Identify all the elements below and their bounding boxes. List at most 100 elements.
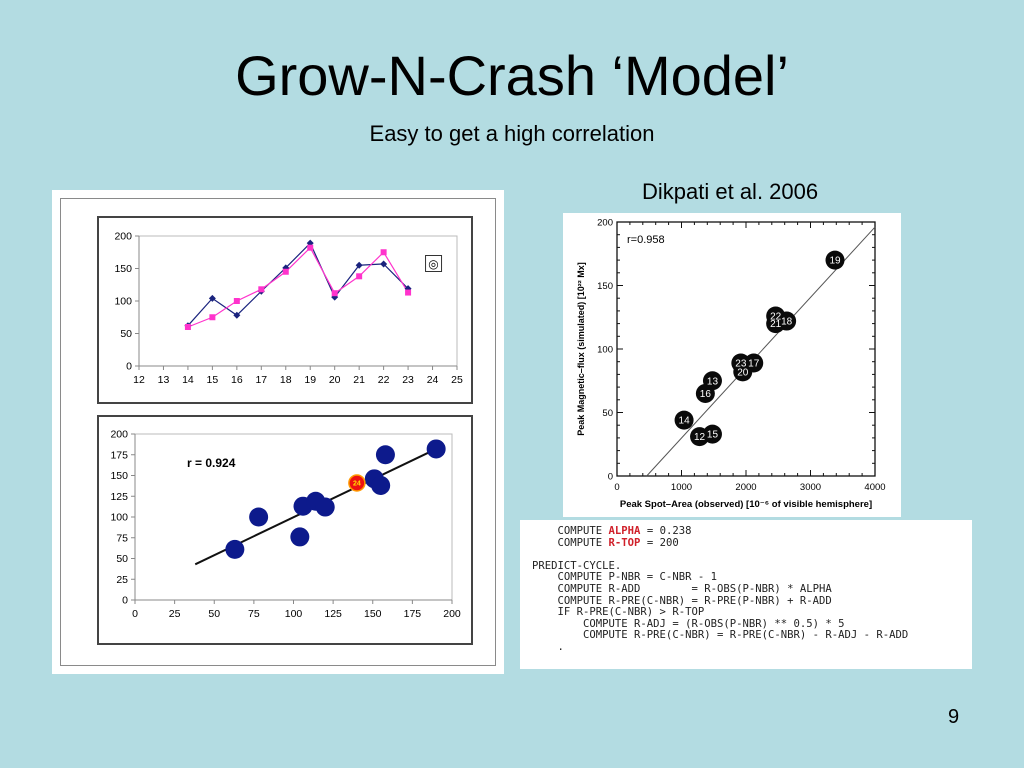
- data-point: [331, 290, 338, 297]
- x-tick-label: 24: [427, 374, 439, 386]
- data-point-label: 13: [707, 376, 719, 387]
- marker-box: [425, 255, 443, 272]
- code-keyword: ALPHA: [608, 525, 641, 537]
- x-tick-label: 50: [208, 608, 220, 620]
- y-tick-label: 25: [116, 574, 128, 586]
- data-point: [184, 324, 191, 330]
- data-point: [209, 314, 216, 321]
- x-tick-label: 25: [451, 374, 463, 386]
- y-tick-label: 200: [110, 429, 128, 441]
- data-point-label: 22: [770, 311, 782, 322]
- x-tick-label: 1000: [671, 482, 692, 493]
- data-point-label: 14: [679, 416, 691, 427]
- y-tick-label: 125: [110, 491, 128, 503]
- left-charts-panel: 0 50 100 150 200 12 13 14 15 16 17 18 19 20 21 22 23 24 25…: [52, 190, 504, 674]
- data-point: [777, 311, 797, 331]
- x-tick-label: 15: [207, 374, 219, 386]
- correlation-annotation: r = 0.924: [187, 456, 236, 470]
- x-tick-label: 200: [443, 608, 461, 620]
- data-point-label: 19: [829, 256, 841, 267]
- cycle-line-chart: 0 50 100 150 200 12 13 14 15 16 17 18 19 20 21 22 23 24 25…: [114, 231, 463, 387]
- y-tick-label: 75: [116, 532, 128, 544]
- data-point: [233, 311, 241, 319]
- data-point: [674, 410, 694, 430]
- code-line: COMPUTE P-NBR = C-NBR - 1: [532, 571, 717, 584]
- fit-scatter-chart-box: 0 25 50 75 100 125 150 175 200 0 25 50 75 100 125 150 17…: [97, 415, 473, 645]
- slide-subtitle: Easy to get a high correlation: [369, 121, 655, 146]
- highlight-point: [348, 474, 366, 492]
- x-tick-label: 125: [324, 608, 342, 620]
- left-charts-frame: 0 50 100 150 200 12 13 14 15 16 17 18 19 20 21 22 23 24 25…: [60, 198, 496, 666]
- code-line: COMPUTE R-ADJ = (R-OBS(P-NBR) ** 0.5) * …: [532, 617, 845, 630]
- y-tick-label: 100: [114, 296, 132, 308]
- x-tick-label: 12: [133, 374, 145, 386]
- y-tick-label: 200: [597, 218, 613, 229]
- code-line: COMPUTE R-TOP = 200: [532, 536, 679, 549]
- data-point: [233, 298, 240, 304]
- slide-title: Grow-N-Crash ‘Model’: [235, 44, 789, 107]
- data-point: [371, 475, 391, 495]
- x-tick-label: 14: [182, 374, 194, 386]
- x-tick-label: 75: [248, 608, 260, 620]
- data-point: [208, 294, 216, 302]
- y-tick-label: 150: [597, 281, 613, 292]
- x-tick-label: 21: [353, 374, 365, 386]
- x-tick-label: 150: [364, 608, 382, 620]
- data-point: [307, 244, 314, 251]
- x-tick-label: 17: [255, 374, 267, 386]
- data-point: [249, 507, 269, 527]
- x-tick-label: 19: [304, 374, 316, 386]
- x-axis-label: Peak Spot–Area (observed) [10⁻⁶ of visib…: [620, 499, 872, 510]
- data-point: [380, 249, 387, 256]
- correlation-annotation: r=0.958: [627, 234, 665, 246]
- x-tick-label: 18: [280, 374, 292, 386]
- y-tick-label: 200: [114, 231, 132, 243]
- data-point-label: 20: [737, 367, 749, 378]
- series-line: [187, 246, 409, 328]
- x-tick-label: 25: [169, 608, 181, 620]
- x-tick-label: 3000: [800, 482, 821, 493]
- data-point: [282, 268, 289, 275]
- x-tick-label: 0: [614, 482, 619, 493]
- data-point-label: 15: [707, 430, 719, 441]
- y-tick-label: 100: [110, 512, 128, 524]
- data-point: [825, 250, 845, 270]
- y-tick-label: 150: [114, 263, 132, 275]
- x-tick-label: 4000: [864, 482, 885, 493]
- dikpati-chart-box: 0 50 100 150 200 0 1000 2000 3000 4000 19 22 21 18 23 1…: [563, 213, 901, 517]
- y-tick-label: 0: [122, 595, 128, 607]
- data-point: [702, 424, 722, 444]
- series-line: [187, 242, 409, 327]
- data-point: [258, 286, 265, 293]
- x-tick-label: 16: [231, 374, 243, 386]
- code-keyword: R-TOP: [608, 536, 641, 549]
- data-point: [733, 362, 753, 382]
- x-tick-label: 22: [378, 374, 390, 386]
- x-tick-label: 20: [329, 374, 341, 386]
- data-point: [225, 539, 245, 559]
- marker-symbol: ◎: [428, 257, 438, 271]
- data-point: [282, 264, 290, 272]
- y-tick-label: 150: [110, 470, 128, 482]
- code-line: COMPUTE R-PRE(C-NBR) = R-PRE(C-NBR) - R-…: [532, 629, 909, 642]
- data-point: [405, 289, 412, 296]
- code-line: COMPUTE R-ADD = R-OBS(P-NBR) * ALPHA: [532, 583, 832, 595]
- y-tick-label: 50: [602, 408, 613, 419]
- code-listing: COMPUTE ALPHA = 0.238 COMPUTE R-TOP = 20…: [520, 520, 972, 669]
- data-point-label: 12: [694, 432, 706, 443]
- y-tick-label: 100: [597, 345, 613, 356]
- x-tick-label: 175: [404, 608, 422, 620]
- data-point-label: 16: [700, 389, 712, 400]
- data-point: [355, 261, 363, 269]
- data-point-label: 18: [781, 317, 793, 328]
- highlight-label: 24: [353, 480, 361, 487]
- data-point: [375, 445, 395, 465]
- code-line: COMPUTE R-PRE(C-NBR) = R-PRE(P-NBR) + R-…: [532, 594, 832, 607]
- y-tick-label: 50: [120, 328, 132, 340]
- citation-credit: Dikpati et al. 2006: [642, 179, 819, 204]
- y-axis-label: Peak Magnetic–flux (simulated) [10²² Mx]: [576, 262, 586, 436]
- code-line: PREDICT-CYCLE.: [532, 559, 622, 572]
- data-point-label: 23: [735, 358, 747, 369]
- x-tick-label: 0: [132, 608, 138, 620]
